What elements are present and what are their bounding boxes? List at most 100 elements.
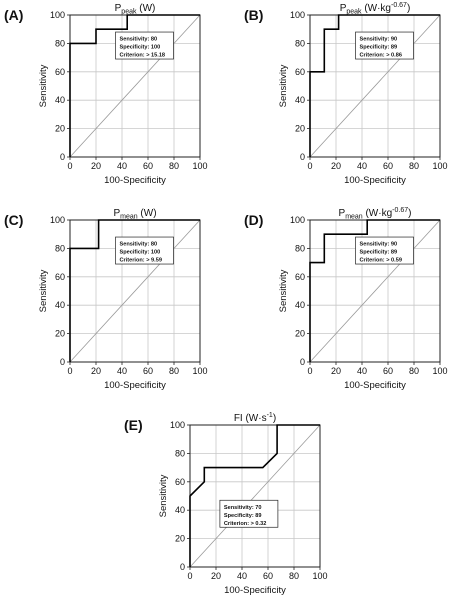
- x-tick-label: 100: [192, 366, 207, 376]
- stats-line: Sensitivity: 70: [224, 505, 262, 511]
- x-tick-label: 80: [289, 571, 299, 581]
- y-tick-label: 20: [55, 124, 65, 134]
- y-tick-label: 60: [55, 272, 65, 282]
- chart-title: Pmean (W·kg-0.67): [339, 207, 412, 221]
- roc-chart: (C) Pmean (W) 00 20 20 40 40 60 60 80 80 100 100 100-…: [4, 208, 208, 391]
- roc-chart: (B) Ppeak (W·kg-0.67)00202040406060808010…: [244, 2, 448, 186]
- y-tick-label: 40: [295, 95, 305, 105]
- y-tick-label: 60: [295, 272, 305, 282]
- x-tick-label: 20: [91, 366, 101, 376]
- roc-panel-d: (D) Pmean (W·kg-0.67) 0 0 20 20 40 40 60 60 80 80 10…: [240, 205, 474, 405]
- x-tick-label: 20: [91, 161, 101, 171]
- chart-title: Ppeak (W): [115, 3, 156, 16]
- x-tick-label: 80: [169, 161, 179, 171]
- y-tick-label: 20: [295, 124, 305, 134]
- x-tick-label: 100: [432, 366, 447, 376]
- chart-title: Pmean (W): [113, 208, 156, 221]
- x-tick-label: 40: [357, 161, 367, 171]
- x-tick-label: 80: [169, 366, 179, 376]
- y-axis-label: Sensitivity: [38, 269, 49, 312]
- roc-curve: [189, 424, 320, 567]
- roc-panel-a: (A) Ppeak (W) 0 0 20 20 40 40 60 60 80 80 100 100 100-…: [0, 0, 234, 200]
- x-tick-label: 60: [383, 161, 393, 171]
- x-tick-label: 20: [211, 571, 221, 581]
- stats-line: Criterion: > 0.32: [224, 521, 266, 527]
- y-tick-label: 80: [175, 448, 185, 458]
- x-axis-label: 100-Specificity: [344, 380, 406, 391]
- y-tick-label: 60: [175, 477, 185, 487]
- stats-line: Specificity: 100: [120, 250, 161, 256]
- y-tick-label: 80: [55, 243, 65, 253]
- x-tick-label: 60: [383, 366, 393, 376]
- panel-label: (E): [124, 417, 143, 433]
- stats-line: Specificity: 100: [120, 45, 161, 51]
- reference-diagonal: [69, 219, 201, 363]
- y-tick-label: 100: [290, 215, 305, 225]
- stats-box: [219, 499, 279, 528]
- y-tick-label: 20: [55, 329, 65, 339]
- panel-label: (B): [244, 7, 263, 23]
- stats-line: Specificity: 89: [224, 513, 262, 519]
- roc-curve: [69, 219, 200, 362]
- y-tick-label: 80: [295, 243, 305, 253]
- x-tick-label: 40: [117, 366, 127, 376]
- y-tick-label: 100: [290, 10, 305, 20]
- stats-line: Criterion: > 15.18: [120, 53, 166, 59]
- stats-line: Criterion: > 0.86: [360, 53, 402, 59]
- x-tick-label: 40: [357, 366, 367, 376]
- stats-line: Sensitivity: 90: [360, 37, 398, 43]
- roc-panel-b: (B) Ppeak (W·kg-0.67) 0 0 20 20 40 40 60 60 80 80 10…: [240, 0, 474, 200]
- y-tick-label: 40: [55, 95, 65, 105]
- panel-label: (C): [4, 212, 23, 228]
- y-tick-label: 0: [60, 152, 65, 162]
- y-axis-label: Sensitivity: [158, 474, 169, 517]
- x-tick-label: 100: [192, 161, 207, 171]
- roc-chart: (E) FI (W·s-1) 00 20 20 40 40 60 60 80 80 100 100 100…: [124, 412, 328, 596]
- roc-chart: (A) Ppeak (W) 00 20 20 40 40 60 60 80 80 100 100 100-…: [4, 3, 208, 186]
- y-tick-label: 0: [60, 357, 65, 367]
- x-tick-label: 0: [67, 161, 72, 171]
- y-tick-label: 40: [175, 505, 185, 515]
- y-tick-label: 0: [300, 152, 305, 162]
- y-tick-label: 40: [55, 300, 65, 310]
- y-tick-label: 60: [55, 67, 65, 77]
- reference-diagonal: [189, 424, 321, 568]
- x-tick-label: 60: [143, 161, 153, 171]
- y-tick-label: 100: [50, 215, 65, 225]
- panel-label: (D): [244, 212, 263, 228]
- roc-curve: [309, 219, 440, 362]
- stats-box: [115, 236, 174, 265]
- x-tick-label: 100: [432, 161, 447, 171]
- x-axis-label: 100-Specificity: [344, 175, 406, 186]
- reference-diagonal: [69, 14, 201, 158]
- stats-box: [355, 31, 414, 60]
- y-tick-label: 100: [50, 10, 65, 20]
- x-axis-label: 100-Specificity: [224, 585, 286, 596]
- x-tick-label: 40: [237, 571, 247, 581]
- y-tick-label: 20: [175, 534, 185, 544]
- y-axis-label: Sensitivity: [278, 269, 289, 312]
- stats-box: [115, 31, 174, 60]
- reference-diagonal: [309, 219, 441, 363]
- y-tick-label: 60: [295, 67, 305, 77]
- y-tick-label: 0: [180, 562, 185, 572]
- y-axis-label: Sensitivity: [38, 64, 49, 107]
- stats-box: [355, 236, 414, 265]
- reference-diagonal: [309, 14, 441, 158]
- x-tick-label: 80: [409, 161, 419, 171]
- x-tick-label: 80: [409, 366, 419, 376]
- x-axis-label: 100-Specificity: [104, 380, 166, 391]
- x-tick-label: 20: [331, 366, 341, 376]
- y-tick-label: 80: [55, 38, 65, 48]
- x-axis-label: 100-Specificity: [104, 175, 166, 186]
- y-tick-label: 100: [170, 420, 185, 430]
- x-tick-label: 100: [312, 571, 327, 581]
- chart-title: FI (W·s-1): [234, 412, 276, 424]
- y-tick-label: 40: [295, 300, 305, 310]
- stats-line: Sensitivity: 90: [360, 242, 398, 248]
- x-tick-label: 0: [307, 161, 312, 171]
- stats-line: Criterion: > 9.59: [120, 258, 162, 264]
- x-tick-label: 0: [67, 366, 72, 376]
- stats-line: Specificity: 89: [360, 250, 398, 256]
- roc-panel-c: (C) Pmean (W) 0 0 20 20 40 40 60 60 80 80 100 100 100-…: [0, 205, 234, 405]
